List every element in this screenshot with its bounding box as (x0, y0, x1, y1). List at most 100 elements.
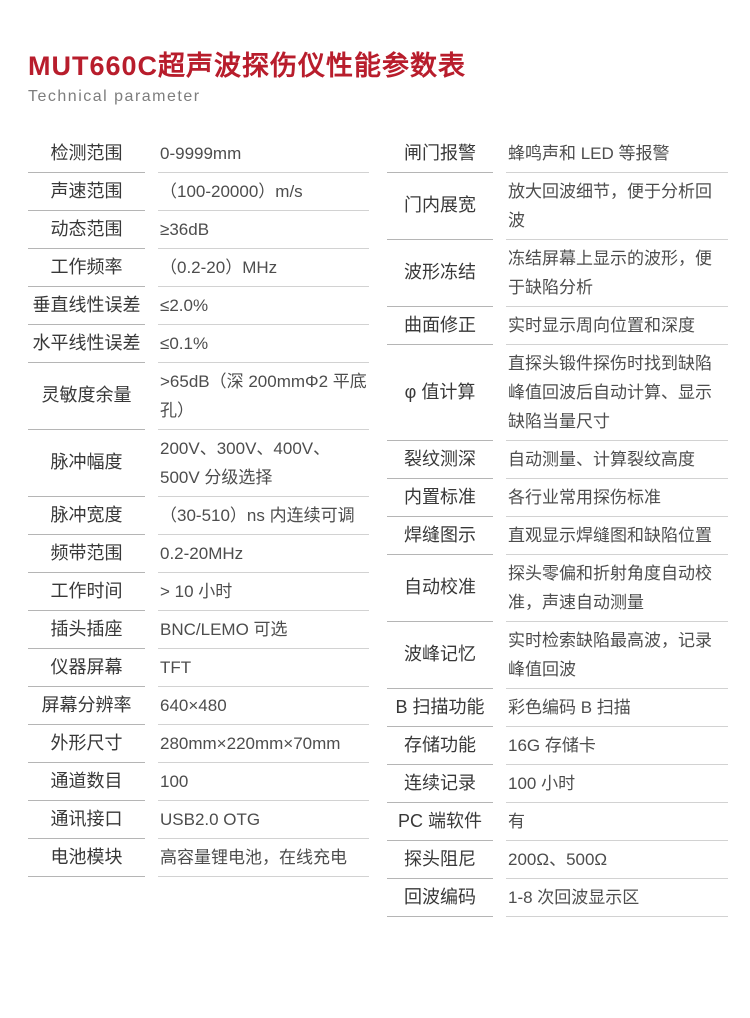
table-row: 工作时间 > 10 小时 (28, 573, 369, 611)
spec-label: 脉冲幅度 (28, 430, 145, 497)
spec-label: 裂纹测深 (387, 441, 493, 479)
table-row: 自动校准 探头零偏和折射角度自动校准，声速自动测量 (387, 555, 728, 622)
spec-value: 各行业常用探伤标准 (506, 479, 728, 517)
table-row: 波形冻结 冻结屏幕上显示的波形，便于缺陷分析 (387, 240, 728, 307)
spec-value: 0.2-20MHz (158, 535, 369, 573)
table-row: 屏幕分辨率 640×480 (28, 687, 369, 725)
page-subtitle: Technical parameter (28, 88, 201, 106)
spec-value: 高容量锂电池，在线充电 (158, 839, 369, 877)
table-row: 频带范围 0.2-20MHz (28, 535, 369, 573)
table-row: 门内展宽 放大回波细节，便于分析回波 (387, 173, 728, 240)
spec-label: 声速范围 (28, 173, 145, 211)
table-row: 动态范围 ≥36dB (28, 211, 369, 249)
spec-label: 工作频率 (28, 249, 145, 287)
spec-label: 外形尺寸 (28, 725, 145, 763)
spec-value: 直观显示焊缝图和缺陷位置 (506, 517, 728, 555)
table-row: 外形尺寸 280mm×220mm×70mm (28, 725, 369, 763)
spec-value: 有 (506, 803, 728, 841)
spec-label: 仪器屏幕 (28, 649, 145, 687)
table-row: B 扫描功能 彩色编码 B 扫描 (387, 689, 728, 727)
table-row: 垂直线性误差 ≤2.0% (28, 287, 369, 325)
spec-tables: 检测范围 0-9999mm 声速范围 （100-20000）m/s 动态范围 ≥36dB 工… (28, 135, 728, 917)
spec-value: 冻结屏幕上显示的波形，便于缺陷分析 (506, 240, 728, 307)
table-row: 连续记录 100 小时 (387, 765, 728, 803)
spec-value: （100-20000）m/s (158, 173, 369, 211)
spec-value: 16G 存储卡 (506, 727, 728, 765)
page-header: MUT660C超声波探伤仪性能参数表 Technical parameter (28, 50, 728, 107)
spec-label: 内置标准 (387, 479, 493, 517)
spec-label: 波形冻结 (387, 240, 493, 307)
spec-value: （0.2-20）MHz (158, 249, 369, 287)
table-row: 检测范围 0-9999mm (28, 135, 369, 173)
spec-label: 屏幕分辨率 (28, 687, 145, 725)
spec-value: 640×480 (158, 687, 369, 725)
spec-label: 门内展宽 (387, 173, 493, 240)
spec-value: >65dB（深 200mmΦ2 平底孔） (158, 363, 369, 430)
spec-value: 1-8 次回波显示区 (506, 879, 728, 917)
spec-label: 水平线性误差 (28, 325, 145, 363)
table-row: 通讯接口 USB2.0 OTG (28, 801, 369, 839)
spec-value: TFT (158, 649, 369, 687)
spec-label: 检测范围 (28, 135, 145, 173)
spec-value: ≤0.1% (158, 325, 369, 363)
table-row: 内置标准 各行业常用探伤标准 (387, 479, 728, 517)
spec-label: 脉冲宽度 (28, 497, 145, 535)
spec-label: 通讯接口 (28, 801, 145, 839)
spec-label: φ 值计算 (387, 345, 493, 441)
table-row: 曲面修正 实时显示周向位置和深度 (387, 307, 728, 345)
table-row: 电池模块 高容量锂电池，在线充电 (28, 839, 369, 877)
table-row: 声速范围 （100-20000）m/s (28, 173, 369, 211)
table-row: 焊缝图示 直观显示焊缝图和缺陷位置 (387, 517, 728, 555)
spec-label: 曲面修正 (387, 307, 493, 345)
spec-label: 频带范围 (28, 535, 145, 573)
table-row: 探头阻尼 200Ω、500Ω (387, 841, 728, 879)
table-row: 裂纹测深 自动测量、计算裂纹高度 (387, 441, 728, 479)
spec-label: 通道数目 (28, 763, 145, 801)
spec-label: 垂直线性误差 (28, 287, 145, 325)
spec-label: 回波编码 (387, 879, 493, 917)
spec-value: 蜂鸣声和 LED 等报警 (506, 135, 728, 173)
spec-value: 实时显示周向位置和深度 (506, 307, 728, 345)
spec-value: 实时检索缺陷最高波，记录峰值回波 (506, 622, 728, 689)
spec-value: ≥36dB (158, 211, 369, 249)
table-row: 通道数目 100 (28, 763, 369, 801)
spec-label: 连续记录 (387, 765, 493, 803)
table-row: 脉冲幅度 200V、300V、400V、500V 分级选择 (28, 430, 369, 497)
spec-label: 波峰记忆 (387, 622, 493, 689)
spec-label: 电池模块 (28, 839, 145, 877)
table-row: 脉冲宽度 （30-510）ns 内连续可调 (28, 497, 369, 535)
spec-label: 存储功能 (387, 727, 493, 765)
page-title: MUT660C超声波探伤仪性能参数表 (28, 51, 467, 81)
spec-value: 100 (158, 763, 369, 801)
spec-value: 280mm×220mm×70mm (158, 725, 369, 763)
spec-value: 放大回波细节，便于分析回波 (506, 173, 728, 240)
table-row: 回波编码 1-8 次回波显示区 (387, 879, 728, 917)
table-row: 水平线性误差 ≤0.1% (28, 325, 369, 363)
spec-value: （30-510）ns 内连续可调 (158, 497, 369, 535)
spec-label: 插头插座 (28, 611, 145, 649)
spec-value: > 10 小时 (158, 573, 369, 611)
table-row: φ 值计算 直探头锻件探伤时找到缺陷峰值回波后自动计算、显示缺陷当量尺寸 (387, 345, 728, 441)
spec-label: PC 端软件 (387, 803, 493, 841)
table-row: 灵敏度余量 >65dB（深 200mmΦ2 平底孔） (28, 363, 369, 430)
spec-value: 探头零偏和折射角度自动校准，声速自动测量 (506, 555, 728, 622)
spec-label: 探头阻尼 (387, 841, 493, 879)
spec-table-left: 检测范围 0-9999mm 声速范围 （100-20000）m/s 动态范围 ≥36dB 工… (28, 135, 369, 877)
table-row: 波峰记忆 实时检索缺陷最高波，记录峰值回波 (387, 622, 728, 689)
spec-label: 自动校准 (387, 555, 493, 622)
table-row: 存储功能 16G 存储卡 (387, 727, 728, 765)
spec-table-right: 闸门报警 蜂鸣声和 LED 等报警 门内展宽 放大回波细节，便于分析回波 波形冻结 冻结屏… (387, 135, 728, 917)
spec-label: 焊缝图示 (387, 517, 493, 555)
spec-value: USB2.0 OTG (158, 801, 369, 839)
table-row: 插头插座 BNC/LEMO 可选 (28, 611, 369, 649)
table-row: 仪器屏幕 TFT (28, 649, 369, 687)
table-row: 闸门报警 蜂鸣声和 LED 等报警 (387, 135, 728, 173)
spec-value: ≤2.0% (158, 287, 369, 325)
spec-label: B 扫描功能 (387, 689, 493, 727)
spec-value: BNC/LEMO 可选 (158, 611, 369, 649)
spec-value: 0-9999mm (158, 135, 369, 173)
spec-label: 动态范围 (28, 211, 145, 249)
table-row: PC 端软件有 (387, 803, 728, 841)
spec-label: 闸门报警 (387, 135, 493, 173)
